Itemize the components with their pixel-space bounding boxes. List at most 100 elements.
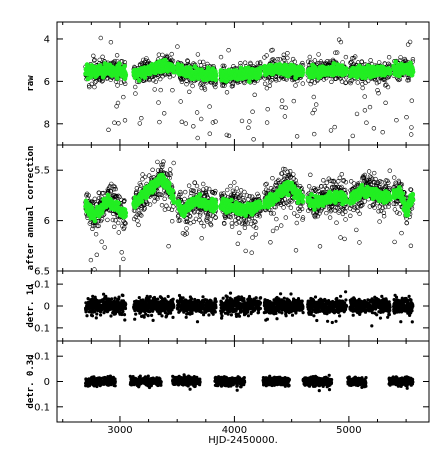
- data-point: [357, 211, 362, 216]
- smoothed-point: [139, 199, 145, 204]
- data-point: [184, 78, 189, 84]
- data-point: [106, 127, 111, 133]
- data-point: [387, 168, 392, 173]
- data-point: [407, 39, 413, 45]
- data-point: [155, 159, 160, 165]
- data-point: [91, 53, 96, 58]
- smoothed-point: [122, 63, 127, 69]
- data-point: [133, 91, 138, 96]
- data-point: [312, 107, 317, 113]
- data-point: [355, 208, 360, 214]
- data-point: [293, 248, 299, 253]
- data-point: [92, 80, 98, 85]
- data-point: [264, 85, 270, 91]
- data-point: [267, 83, 272, 89]
- data-point: [279, 98, 285, 103]
- y-tick-label: 6: [44, 77, 50, 88]
- data-point: [201, 224, 207, 229]
- data-point: [202, 87, 208, 92]
- data-point: [152, 87, 157, 92]
- data-point: [226, 133, 232, 139]
- data-point: [177, 218, 183, 223]
- data-point: [340, 211, 346, 217]
- data-point: [99, 239, 104, 244]
- smoothed-point: [410, 69, 416, 75]
- data-point: [295, 213, 300, 219]
- data-point: [281, 52, 286, 57]
- data-point: [133, 84, 138, 90]
- data-point: [183, 121, 189, 126]
- data-point: [337, 175, 342, 181]
- data-point: [349, 78, 354, 83]
- data-point: [208, 217, 214, 222]
- data-point: [166, 244, 171, 249]
- data-point: [112, 58, 118, 64]
- data-point: [253, 232, 259, 237]
- data-point: [314, 102, 319, 107]
- data-point: [178, 99, 183, 104]
- data-point: [362, 94, 367, 99]
- data-point: [333, 50, 338, 55]
- smoothed-point: [171, 65, 176, 71]
- data-point: [364, 120, 369, 125]
- data-point: [224, 90, 230, 95]
- data-point: [367, 104, 373, 110]
- data-point: [270, 47, 275, 53]
- data-point: [279, 104, 284, 110]
- data-point: [409, 98, 414, 103]
- smoothed-point: [116, 200, 121, 206]
- data-point: [308, 81, 313, 87]
- data-point: [202, 85, 207, 90]
- data-point: [343, 217, 348, 222]
- data-point: [92, 196, 98, 202]
- data-point: [222, 83, 227, 88]
- data-point: [294, 134, 300, 139]
- data-point: [376, 90, 381, 96]
- smoothed-point: [170, 188, 176, 194]
- data-point: [218, 54, 224, 60]
- data-point: [285, 50, 290, 56]
- data-point: [376, 79, 382, 85]
- panel-annual: 5.566.5 after annual correction: [25, 144, 430, 278]
- data-point: [183, 189, 188, 195]
- data-point: [239, 118, 245, 124]
- data-point: [99, 79, 105, 84]
- data-point: [338, 235, 343, 240]
- data-point: [105, 217, 110, 223]
- data-point: [343, 54, 349, 60]
- data-point: [404, 114, 409, 120]
- data-point: [139, 115, 144, 121]
- data-point: [405, 42, 411, 47]
- data-point: [179, 79, 185, 85]
- data-point: [270, 176, 275, 181]
- data-point: [242, 225, 248, 231]
- data-point: [372, 170, 377, 176]
- data-point: [343, 209, 348, 215]
- data-point: [248, 61, 253, 67]
- data-point: [249, 194, 255, 199]
- data-point: [162, 196, 167, 202]
- data-point: [350, 133, 355, 139]
- data-point: [282, 174, 287, 179]
- data-point: [190, 83, 195, 89]
- data-point: [182, 196, 187, 202]
- data-point: [210, 120, 216, 125]
- data-point: [243, 248, 248, 254]
- data-point: [255, 60, 260, 66]
- data-point: [175, 44, 180, 49]
- y-tick-label: 8: [44, 119, 50, 130]
- data-point: [136, 222, 141, 228]
- data-point: [316, 52, 321, 57]
- data-point: [321, 178, 326, 183]
- data-point: [224, 132, 230, 138]
- data-point: [279, 223, 284, 228]
- data-point: [394, 117, 399, 123]
- data-point: [312, 58, 318, 63]
- data-point: [153, 79, 159, 84]
- data-point: [348, 213, 353, 219]
- data-point: [360, 85, 365, 91]
- data-point: [162, 207, 168, 212]
- data-point: [121, 256, 126, 262]
- data-point: [338, 39, 344, 45]
